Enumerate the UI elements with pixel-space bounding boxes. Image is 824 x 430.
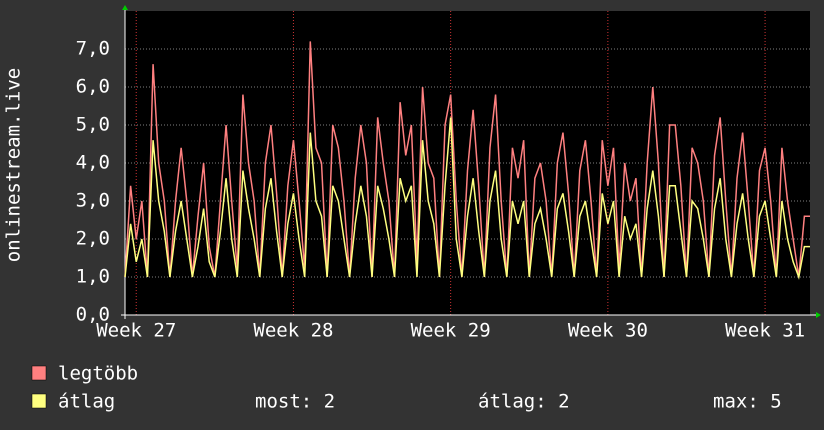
axis-arrow xyxy=(122,5,128,10)
axis-arrow xyxy=(816,312,821,318)
legend-label: legtöbb xyxy=(58,363,138,385)
y-tick-label: 4,0 xyxy=(76,152,110,174)
x-tick-label: Week 31 xyxy=(725,320,805,342)
y-tick-label: 7,0 xyxy=(76,38,110,60)
stat-label: most: 2 xyxy=(255,391,335,413)
data-line xyxy=(124,117,810,280)
legend-label: átlag xyxy=(58,391,115,413)
stat-label: max: 5 xyxy=(713,391,782,413)
y-tick-label: 5,0 xyxy=(76,114,110,136)
legend-swatch xyxy=(31,393,47,409)
x-tick-label: Week 29 xyxy=(411,320,491,342)
y-tick-label: 0,0 xyxy=(76,304,110,326)
x-tick-label: Week 30 xyxy=(568,320,648,342)
stat-label: átlag: 2 xyxy=(478,391,570,413)
y-tick-label: 2,0 xyxy=(76,228,110,250)
y-tick-label: 3,0 xyxy=(76,190,110,212)
y-tick-label: 1,0 xyxy=(76,266,110,288)
legend-swatch xyxy=(31,365,47,381)
y-tick-label: 6,0 xyxy=(76,76,110,98)
x-tick-label: Week 28 xyxy=(253,320,333,342)
y-axis-label: onlinestream.live xyxy=(3,68,25,262)
data-line xyxy=(124,41,810,278)
x-tick-label: Week 27 xyxy=(96,320,176,342)
